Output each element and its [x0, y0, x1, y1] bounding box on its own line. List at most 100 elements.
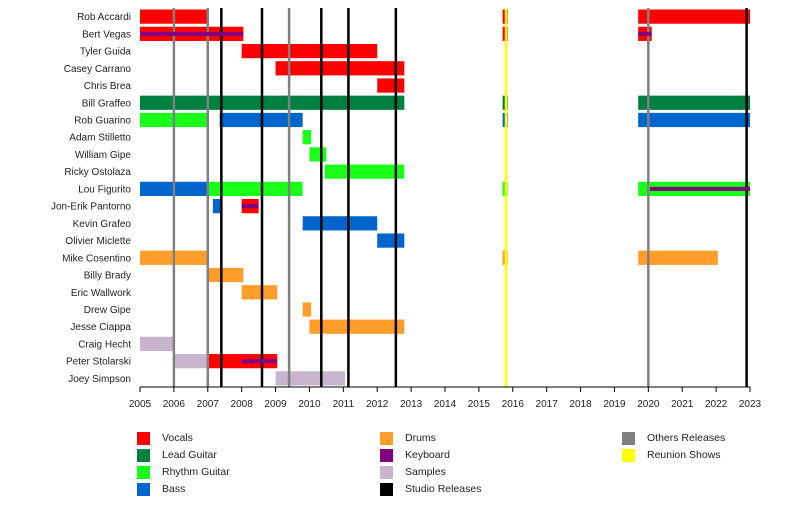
x-tick-label: 2007: [197, 399, 220, 410]
legend-label: Others Releases: [647, 432, 726, 444]
legend-swatch: [380, 431, 393, 445]
legend-swatch: [622, 448, 635, 462]
member-label: Bill Graffeo: [82, 98, 132, 109]
bar-keyboard-overlay: [638, 31, 652, 36]
x-tick-label: 2015: [468, 399, 491, 410]
member-label: Billy Brady: [84, 271, 131, 282]
x-tick-label: 2013: [400, 399, 423, 410]
member-label: Casey Carrano: [64, 64, 132, 75]
legend-label: Lead Guitar: [162, 449, 217, 461]
member-label: Jon-Erik Pantorno: [51, 202, 131, 213]
x-tick-label: 2014: [434, 399, 457, 410]
member-label: William Gipe: [75, 150, 132, 161]
member-label: Bert Vegas: [82, 29, 131, 40]
bar-lead: [140, 95, 405, 110]
member-label: Olivier Miclette: [65, 236, 131, 247]
legend-label: Vocals: [162, 432, 193, 444]
member-label: Chris Brea: [84, 81, 132, 92]
legend-swatch: [137, 448, 150, 462]
legend-label: Bass: [162, 483, 186, 495]
bar-drums: [207, 267, 244, 283]
member-label: Joey Simpson: [68, 374, 131, 385]
legend-label: Samples: [405, 466, 446, 478]
legend-item-others: Others Releases: [622, 431, 725, 445]
member-label: Drew Gipe: [84, 305, 132, 316]
legend-label: Rhythm Guitar: [162, 466, 230, 478]
x-tick-label: 2005: [129, 399, 152, 410]
bar-vocals: [377, 78, 405, 93]
bar-bass: [212, 199, 222, 214]
bar-vocals: [241, 43, 378, 59]
member-label: Ricky Ostolaza: [64, 167, 131, 178]
x-tick-label: 2010: [298, 399, 321, 410]
member-label: Craig Hecht: [78, 339, 131, 350]
bar-rhythm: [302, 130, 312, 145]
member-label: Lou Figurito: [78, 184, 131, 195]
member-label: Jesse Ciappa: [70, 322, 131, 333]
member-label: Eric Wallwork: [71, 288, 132, 299]
bar-bass: [302, 216, 378, 231]
bar-bass: [638, 112, 750, 128]
bar-samples: [140, 336, 174, 352]
member-label: Tyler Guida: [80, 47, 132, 58]
bar-drums: [309, 319, 405, 334]
legend-swatch: [622, 431, 635, 445]
legend-item-lead: Lead Guitar: [137, 448, 217, 462]
legend-item-samples: Samples: [380, 465, 446, 479]
legend-swatch: [380, 465, 393, 479]
legend-item-keyboard: Keyboard: [380, 448, 450, 462]
x-tick-label: 2006: [163, 399, 186, 410]
x-tick-label: 2018: [569, 399, 592, 410]
legend-label: Studio Releases: [405, 483, 482, 495]
x-tick-label: 2021: [671, 399, 694, 410]
legend-item-rhythm: Rhythm Guitar: [137, 465, 230, 479]
member-label: Kevin Grafeo: [73, 219, 132, 230]
chart-legend: Vocals Lead Guitar Rhythm Guitar Bass Drums K…: [0, 430, 800, 500]
x-tick-label: 2020: [637, 399, 660, 410]
legend-label: Keyboard: [405, 449, 450, 461]
bar-keyboard-overlay: [650, 186, 750, 191]
bar-bass: [377, 233, 405, 248]
member-label: Adam Stilletto: [69, 133, 131, 144]
legend-item-bass: Bass: [137, 482, 185, 496]
member-label: Mike Cosentino: [62, 253, 131, 264]
bar-rhythm: [207, 181, 303, 196]
bar-lead: [638, 95, 750, 110]
legend-swatch: [137, 431, 150, 445]
bar-drums: [241, 285, 278, 300]
legend-label: Reunion Shows: [647, 449, 721, 461]
bar-keyboard-overlay: [241, 359, 278, 364]
x-tick-label: 2016: [502, 399, 525, 410]
x-tick-label: 2009: [264, 399, 287, 410]
legend-swatch: [380, 482, 393, 496]
bar-keyboard-overlay: [241, 204, 259, 209]
bar-rhythm: [324, 164, 405, 179]
member-label: Peter Stolarski: [66, 357, 131, 368]
x-tick-label: 2019: [603, 399, 626, 410]
x-tick-label: 2012: [366, 399, 389, 410]
bar-samples: [173, 354, 208, 369]
x-tick-label: 2023: [739, 399, 762, 410]
legend-item-studio: Studio Releases: [380, 482, 481, 496]
legend-swatch: [137, 482, 150, 496]
x-tick-label: 2011: [333, 399, 355, 410]
legend-item-vocals: Vocals: [137, 431, 193, 445]
bar-rhythm: [309, 147, 327, 162]
bar-drums: [638, 250, 718, 265]
legend-swatch: [137, 465, 150, 479]
legend-item-drums: Drums: [380, 431, 436, 445]
bar-samples: [275, 371, 346, 386]
bar-keyboard-overlay: [140, 31, 244, 36]
member-label: Rob Accardi: [77, 12, 131, 23]
bar-vocals: [275, 61, 405, 76]
member-label: Rob Guarino: [74, 115, 131, 126]
x-tick-label: 2008: [231, 399, 254, 410]
legend-label: Drums: [405, 432, 436, 444]
bar-vocals: [638, 9, 750, 24]
x-tick-label: 2017: [536, 399, 559, 410]
x-tick-label: 2022: [705, 399, 728, 410]
band-timeline-chart: Rob Accardi Bert Vegas Tyler Guida Casey Ca…: [51, 8, 762, 410]
legend-swatch: [380, 448, 393, 462]
legend-item-reunion: Reunion Shows: [622, 448, 721, 462]
bar-drums: [302, 302, 312, 317]
